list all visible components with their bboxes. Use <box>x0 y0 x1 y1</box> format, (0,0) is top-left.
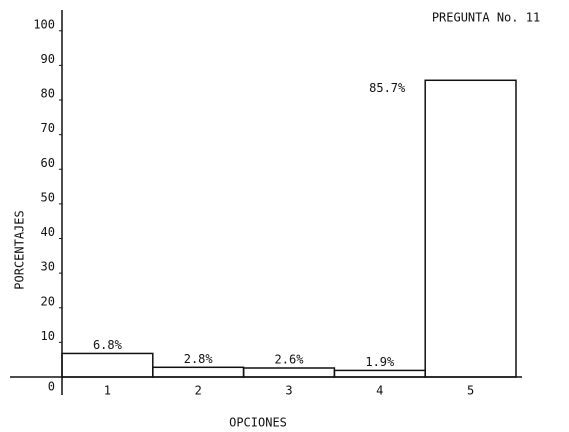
y-tick-label: 80 <box>41 87 55 101</box>
y-tick-label: 20 <box>41 294 55 308</box>
y-tick-label: 30 <box>41 260 55 274</box>
y-tick-label: 70 <box>41 121 55 135</box>
bar <box>333 369 426 378</box>
y-tick-label: 0 <box>48 380 55 394</box>
bar <box>61 352 154 378</box>
x-tick-label: 4 <box>376 384 383 398</box>
x-tick-label: 5 <box>467 384 474 398</box>
y-tick-label: 90 <box>41 52 55 66</box>
value-label: 85.7% <box>369 81 406 95</box>
x-axis-label: OPCIONES <box>229 416 287 430</box>
value-label: 2.8% <box>184 352 214 366</box>
bar <box>242 367 336 378</box>
bar <box>152 366 245 378</box>
value-label: 2.6% <box>275 352 305 366</box>
bar <box>424 79 517 378</box>
value-label: 6.8% <box>93 338 123 352</box>
value-label: 1.9% <box>365 355 395 369</box>
x-tick-label: 3 <box>285 384 292 398</box>
x-tick-label: 1 <box>104 384 111 398</box>
chart-title: PREGUNTA No. 11 <box>432 11 540 25</box>
y-tick-label: 60 <box>41 156 55 170</box>
y-axis-label: PORCENTAJES <box>13 210 27 289</box>
y-tick-label: 50 <box>41 190 55 204</box>
y-tick-label: 40 <box>41 225 55 239</box>
y-tick-label: 10 <box>41 329 55 343</box>
x-tick-label: 2 <box>195 384 202 398</box>
y-tick-label: 100 <box>33 17 55 31</box>
